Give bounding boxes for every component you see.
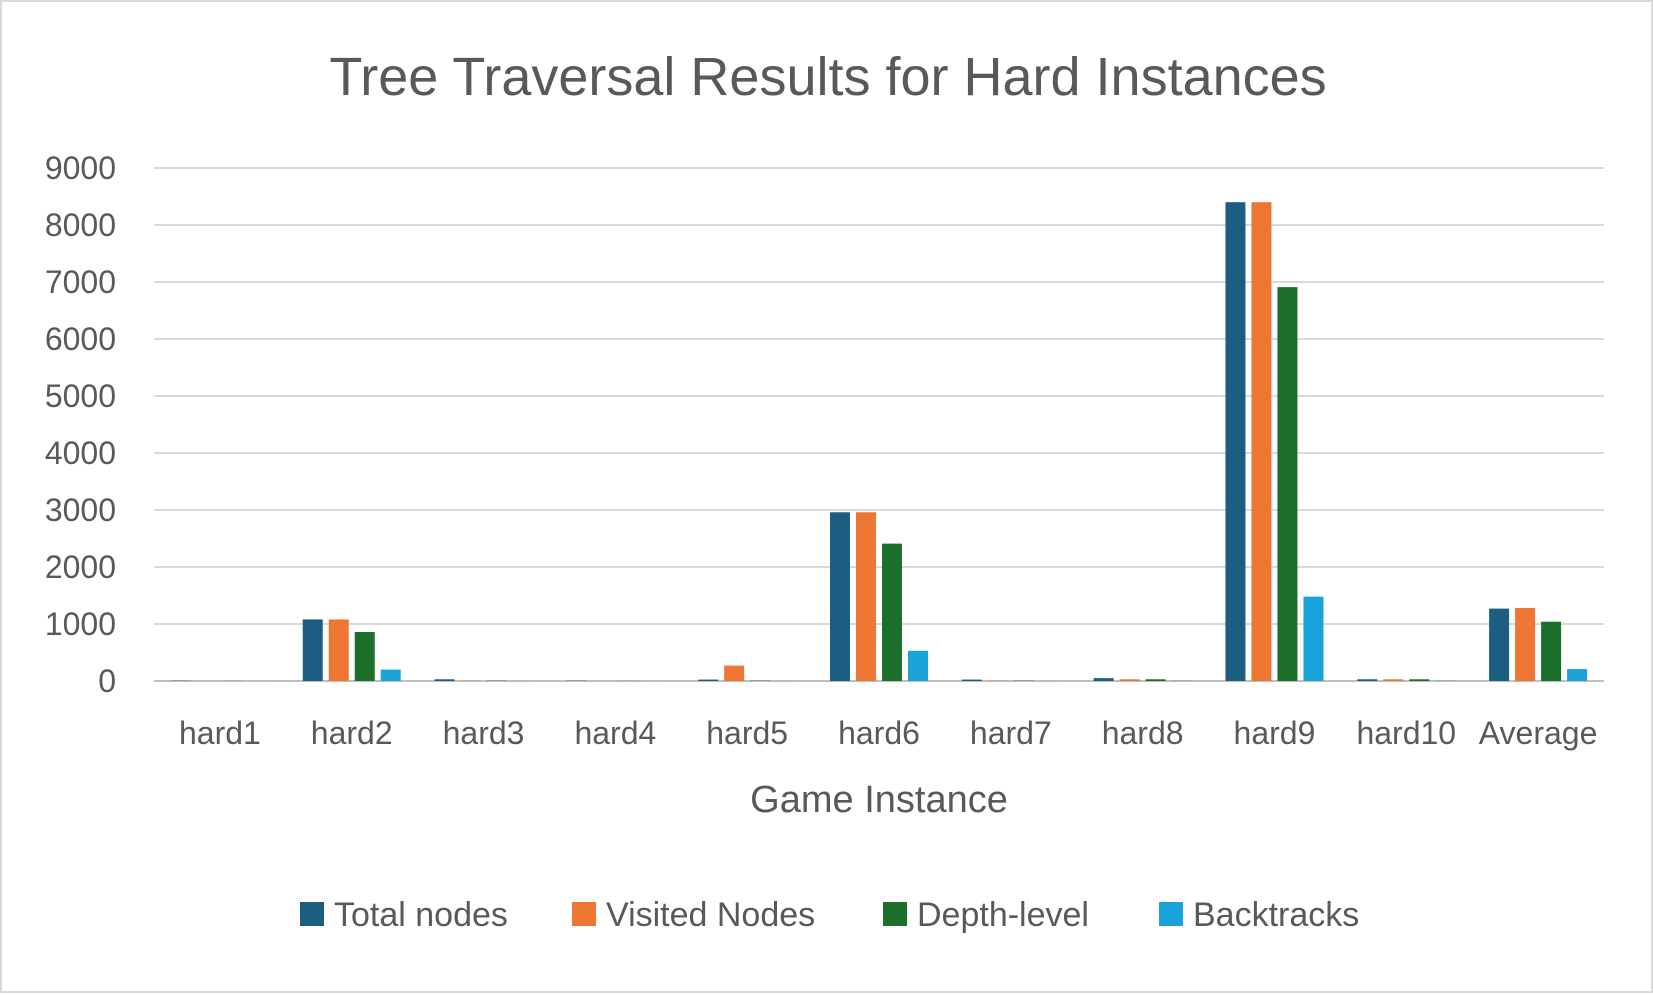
x-tick-label: hard7 (970, 715, 1052, 751)
bar-backtracks-average (1567, 669, 1587, 681)
bar-total-nodes-average (1489, 609, 1509, 681)
bar-depth-level-hard10 (1409, 679, 1429, 681)
y-tick-label: 5000 (45, 378, 116, 414)
y-axis-ticks: 0 1000 2000 3000 4000 5000 6000 7000 8000 9000 (45, 150, 116, 699)
gridlines (154, 168, 1604, 681)
bar-depth-level-average (1541, 622, 1561, 681)
x-tick-label: hard5 (706, 715, 788, 751)
bar-depth-level-hard6 (882, 544, 902, 681)
bar-visited-nodes-average (1515, 608, 1535, 681)
x-axis-title: Game Instance (750, 779, 1008, 821)
y-tick-label: 4000 (45, 435, 116, 471)
y-tick-label: 0 (98, 663, 116, 699)
bar-backtracks-hard9 (1303, 597, 1323, 681)
bar-visited-nodes-hard10 (1383, 679, 1403, 681)
y-tick-label: 6000 (45, 321, 116, 357)
y-tick-label: 3000 (45, 492, 116, 528)
bar-total-nodes-hard9 (1225, 202, 1245, 681)
bar-depth-level-hard9 (1277, 287, 1297, 681)
y-tick-label: 7000 (45, 264, 116, 300)
bars (171, 202, 1587, 681)
x-axis-ticks: hard1 hard2 hard3 hard4 hard5 hard6 hard7 hard8… (179, 715, 1597, 751)
bar-visited-nodes-hard9 (1251, 202, 1271, 681)
bar-total-nodes-hard8 (1094, 678, 1114, 681)
bar-depth-level-hard8 (1146, 679, 1166, 681)
bar-total-nodes-hard3 (435, 679, 455, 681)
x-tick-label: Average (1479, 715, 1598, 751)
bar-total-nodes-hard6 (830, 512, 850, 681)
legend-label: Total nodes (334, 896, 508, 934)
bar-backtracks-hard6 (908, 651, 928, 681)
y-tick-label: 2000 (45, 549, 116, 585)
x-tick-label: hard10 (1356, 715, 1456, 751)
bar-total-nodes-hard2 (303, 619, 323, 681)
legend-swatch-depth-level (883, 902, 907, 926)
bar-total-nodes-hard7 (962, 680, 982, 681)
y-tick-label: 1000 (45, 606, 116, 642)
x-tick-label: hard4 (574, 715, 656, 751)
legend-swatch-total-nodes (300, 902, 324, 926)
x-tick-label: hard6 (838, 715, 920, 751)
x-tick-label: hard8 (1102, 715, 1184, 751)
bar-visited-nodes-hard2 (329, 619, 349, 681)
x-tick-label: hard1 (179, 715, 261, 751)
bar-visited-nodes-hard5 (724, 666, 744, 681)
legend-swatch-backtracks (1159, 902, 1183, 926)
legend: Total nodes Visited Nodes Depth-level Backt… (300, 896, 1359, 934)
bar-backtracks-hard2 (381, 670, 401, 681)
legend-label: Backtracks (1193, 896, 1359, 934)
bar-total-nodes-hard5 (698, 680, 718, 681)
chart-title: Tree Traversal Results for Hard Instance… (329, 47, 1326, 107)
legend-label: Depth-level (917, 896, 1089, 934)
y-tick-label: 9000 (45, 150, 116, 186)
bar-depth-level-hard2 (355, 632, 375, 681)
x-tick-label: hard3 (443, 715, 525, 751)
x-tick-label: hard2 (311, 715, 393, 751)
legend-label: Visited Nodes (606, 896, 815, 934)
legend-swatch-visited-nodes (572, 902, 596, 926)
x-tick-label: hard9 (1234, 715, 1316, 751)
bar-total-nodes-hard10 (1357, 679, 1377, 681)
y-tick-label: 8000 (45, 207, 116, 243)
bar-visited-nodes-hard8 (1120, 679, 1140, 681)
bar-visited-nodes-hard6 (856, 512, 876, 681)
